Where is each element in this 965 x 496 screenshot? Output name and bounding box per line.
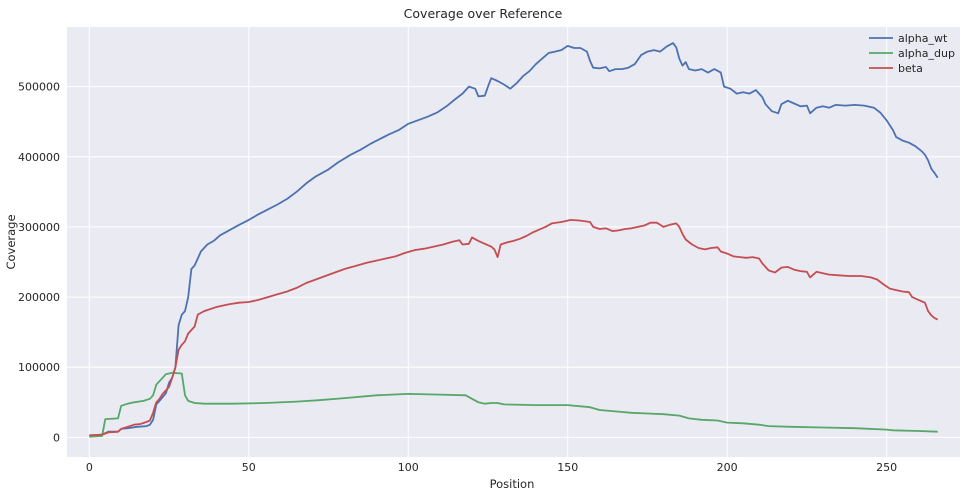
grid-lines bbox=[67, 27, 960, 457]
x-tick-label: 50 bbox=[242, 461, 256, 474]
y-tick-label: 300000 bbox=[18, 221, 60, 234]
series-line-beta bbox=[89, 219, 939, 437]
chart-title: Coverage over Reference bbox=[404, 6, 563, 21]
x-axis-ticks: 0 50 100 150 200 250 bbox=[86, 461, 897, 474]
x-tick-label: 0 bbox=[86, 461, 93, 474]
x-tick-label: 100 bbox=[398, 461, 419, 474]
plot-area bbox=[67, 27, 960, 457]
y-tick-label: 500000 bbox=[18, 81, 60, 94]
y-tick-label: 0 bbox=[53, 431, 60, 444]
x-tick-label: 250 bbox=[876, 461, 897, 474]
series-line-alpha-wt bbox=[89, 42, 939, 437]
y-tick-label: 200000 bbox=[18, 291, 60, 304]
series-lines bbox=[89, 42, 939, 438]
x-tick-label: 150 bbox=[557, 461, 578, 474]
y-tick-label: 400000 bbox=[18, 151, 60, 164]
x-tick-label: 200 bbox=[717, 461, 738, 474]
y-tick-label: 100000 bbox=[18, 361, 60, 374]
legend-label-alpha-wt: alpha_wt bbox=[898, 32, 948, 45]
x-axis-label: Position bbox=[490, 477, 535, 491]
y-axis-ticks: 0 100000 200000 300000 400000 500000 bbox=[18, 81, 60, 445]
legend-label-alpha-dup: alpha_dup bbox=[898, 47, 955, 60]
legend-label-beta: beta bbox=[898, 62, 923, 75]
y-axis-label: Coverage bbox=[4, 214, 18, 269]
series-line-alpha-dup bbox=[89, 371, 938, 438]
